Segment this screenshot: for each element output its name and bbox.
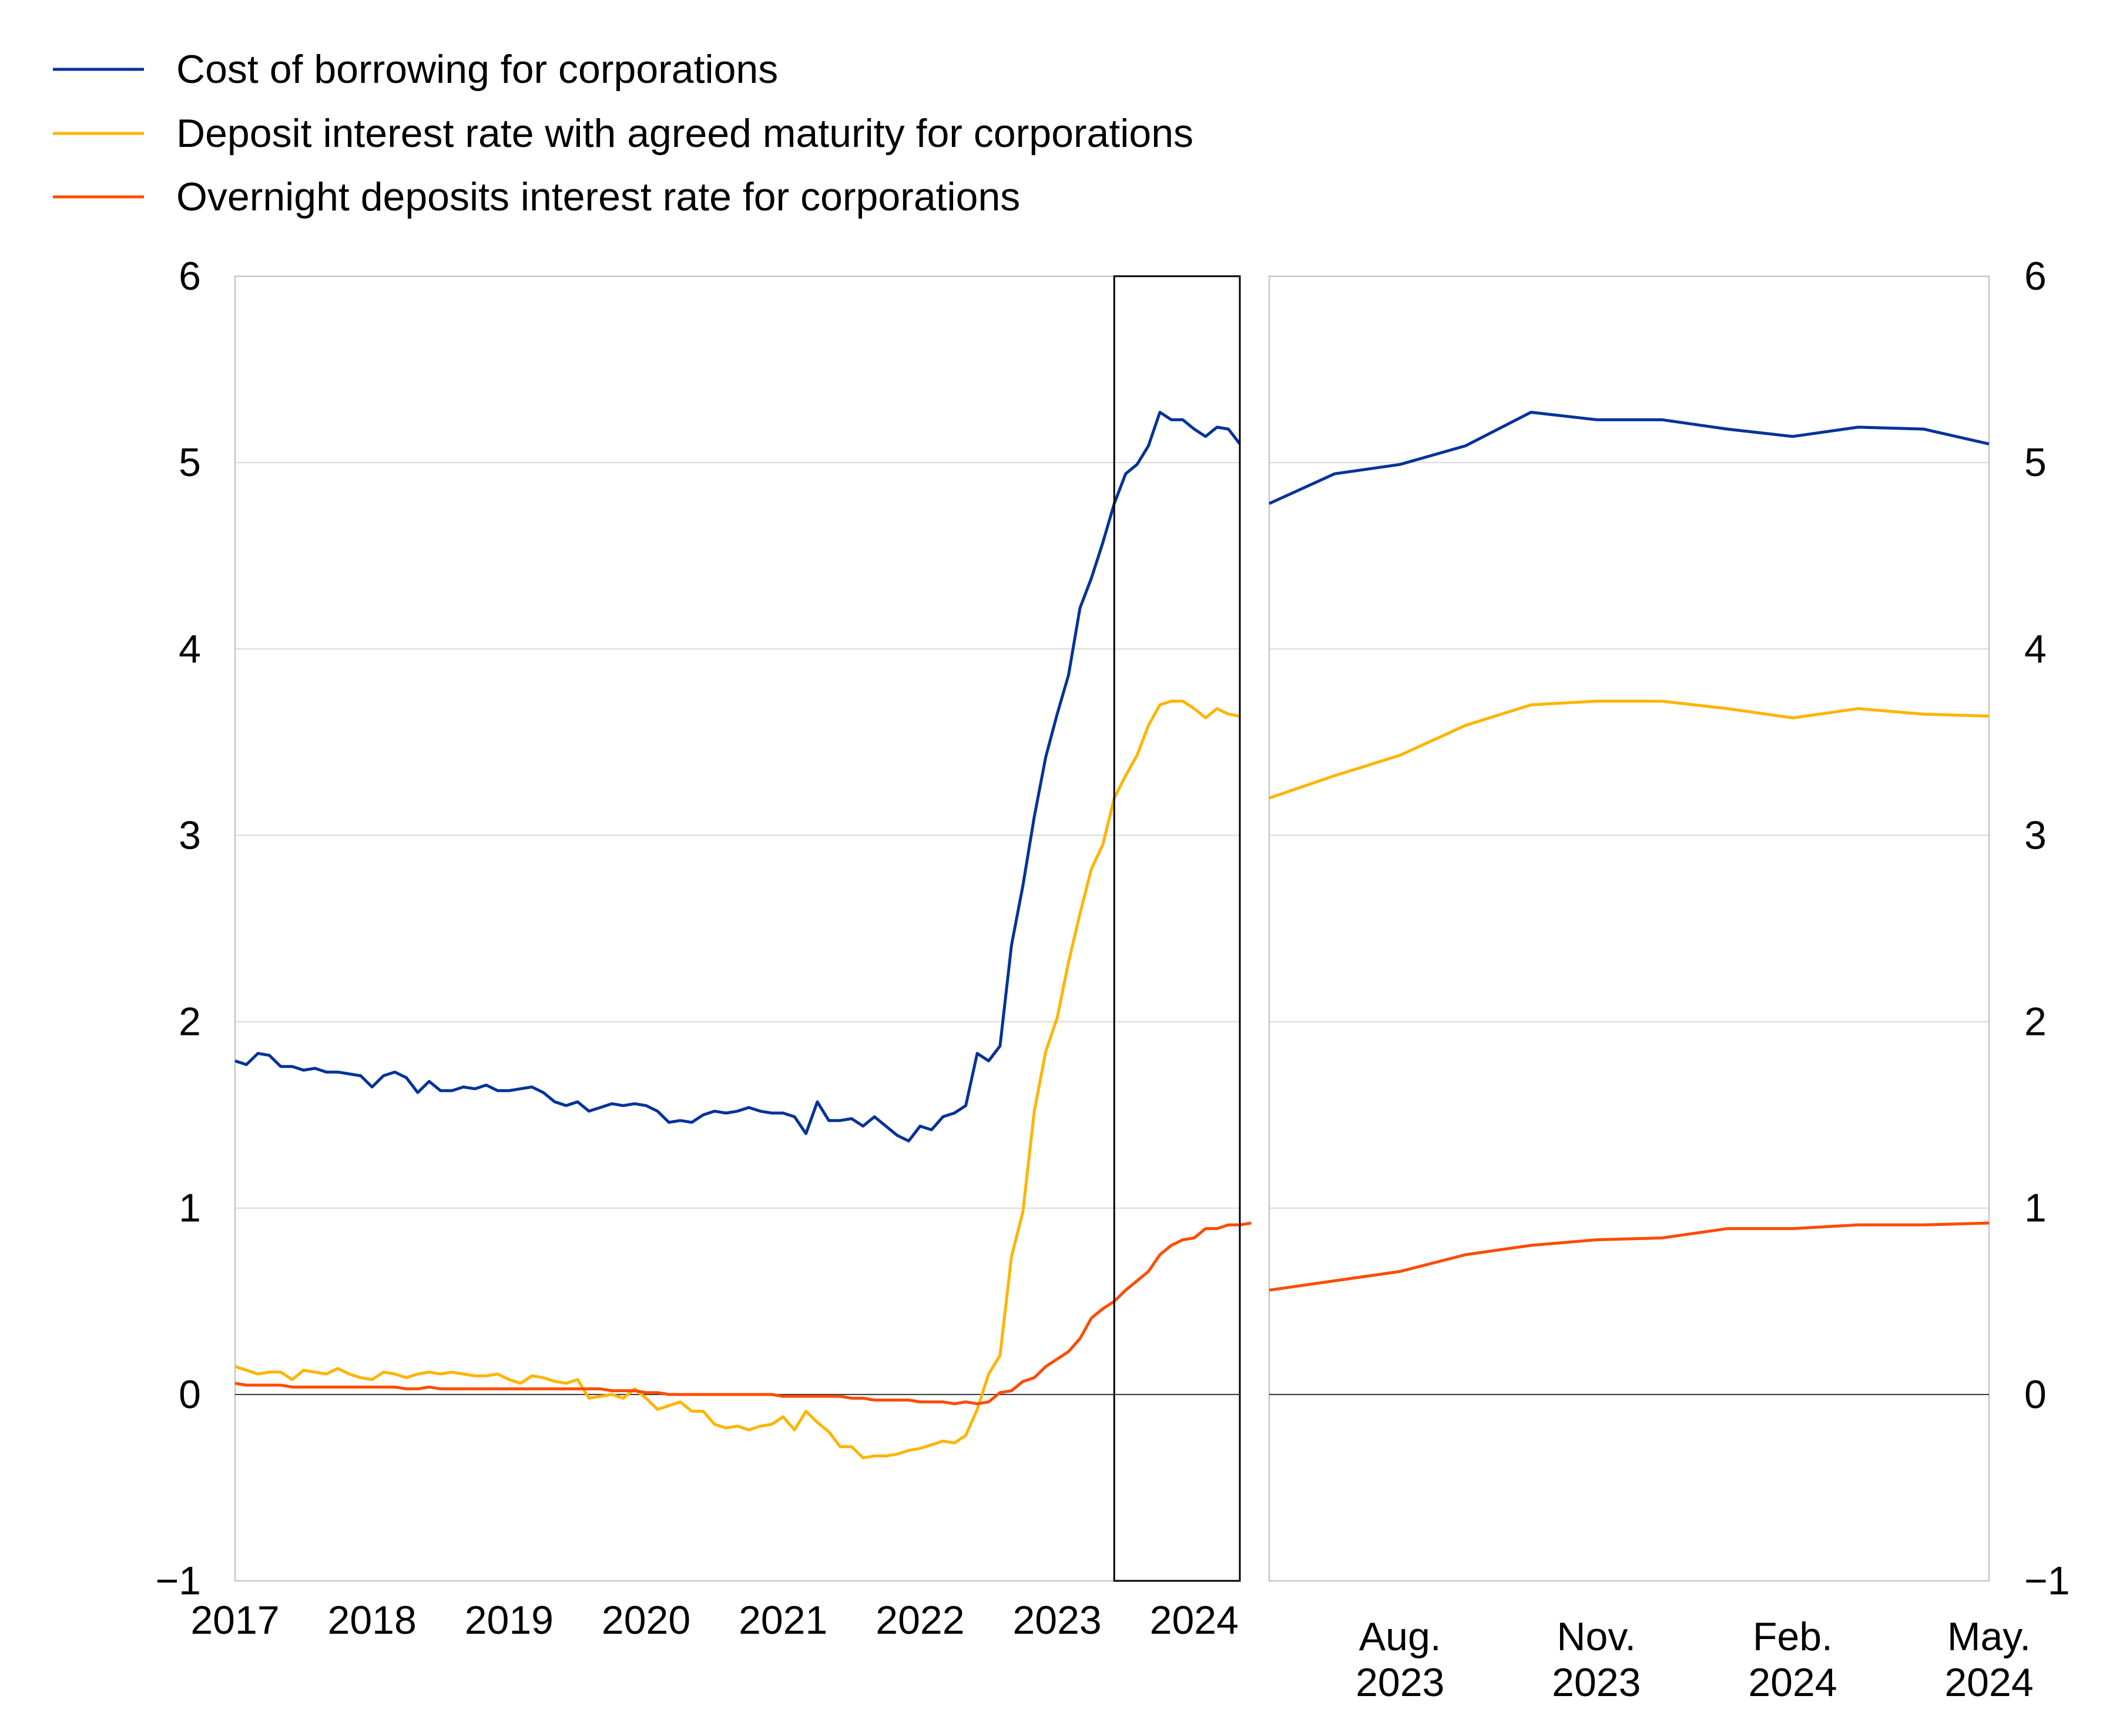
left-y-tick-label: −1: [155, 1559, 201, 1603]
left-x-tick-label: 2024: [1150, 1598, 1239, 1643]
left-x-tick-label: 2018: [328, 1598, 417, 1643]
left-series-line-0: [234, 411, 1241, 1142]
left-y-tick-label: 4: [179, 626, 201, 671]
right-y-tick-label: 3: [2024, 813, 2047, 857]
left-series-line-2: [234, 1221, 1252, 1406]
legend-label-agreed-maturity: Deposit interest rate with agreed maturi…: [176, 111, 1193, 156]
right-x-tick-label-month: Aug.: [1359, 1614, 1441, 1659]
right-series-line-2: [1269, 1221, 1990, 1292]
right-y-tick-label: 5: [2024, 440, 2047, 485]
right-x-tick-label-year: 2024: [1944, 1660, 2033, 1705]
left-x-tick-label: 2020: [602, 1598, 690, 1643]
right-series-line-0: [1268, 411, 1990, 505]
right-x-tick-label-year: 2024: [1748, 1660, 1837, 1705]
left-y-tick-label: 3: [179, 813, 201, 857]
left-x-axis-labels: 2017 2018 2019 2020 2021 2022 2023 2024: [190, 1598, 1239, 1643]
right-x-tick-label-year: 2023: [1552, 1660, 1641, 1705]
left-series: [234, 411, 1252, 1460]
right-y-tick-label: −1: [2024, 1559, 2070, 1603]
legend: Cost of borrowing for corporations Depos…: [53, 47, 1193, 219]
right-y-tick-label: 4: [2024, 626, 2047, 671]
left-x-tick-label: 2019: [465, 1598, 554, 1643]
right-plot-frame: [1269, 276, 1990, 1581]
left-x-tick-label: 2023: [1012, 1598, 1101, 1643]
legend-label-overnight: Overnight deposits interest rate for cor…: [176, 175, 1020, 219]
right-y-axis-labels: 6 5 4 3 2 1 0 −1: [2024, 254, 2070, 1603]
right-y-tick-label: 6: [2024, 254, 2047, 299]
left-y-tick-label: 0: [179, 1372, 201, 1417]
highlight-box: [1113, 275, 1241, 1582]
left-series-line-1: [234, 699, 1240, 1460]
right-y-tick-label: 2: [2024, 1000, 2047, 1044]
right-gridlines: [1269, 462, 1989, 1209]
right-y-tick-label: 0: [2024, 1372, 2047, 1417]
right-series: [1268, 411, 1990, 1292]
right-x-tick-label-month: Feb.: [1753, 1614, 1833, 1659]
left-y-tick-label: 6: [179, 254, 201, 299]
right-x-tick-label-month: Nov.: [1557, 1614, 1636, 1659]
right-x-tick-label-year: 2023: [1356, 1660, 1444, 1705]
left-plot-frame: [234, 276, 1240, 1581]
left-y-axis-labels: 6 5 4 3 2 1 0 −1: [155, 254, 201, 1603]
right-series-line-1: [1269, 699, 1990, 800]
right-x-tick-label-month: May.: [1947, 1614, 2031, 1659]
left-gridlines: [235, 462, 1240, 1209]
right-y-tick-label: 1: [2024, 1186, 2047, 1231]
legend-label-borrowing: Cost of borrowing for corporations: [176, 47, 778, 92]
left-y-tick-label: 5: [179, 440, 201, 485]
left-y-tick-label: 1: [179, 1186, 201, 1231]
left-x-tick-label: 2017: [190, 1598, 279, 1643]
left-y-tick-label: 2: [179, 1000, 201, 1044]
left-x-tick-label: 2022: [876, 1598, 964, 1643]
left-x-tick-label: 2021: [739, 1598, 827, 1643]
